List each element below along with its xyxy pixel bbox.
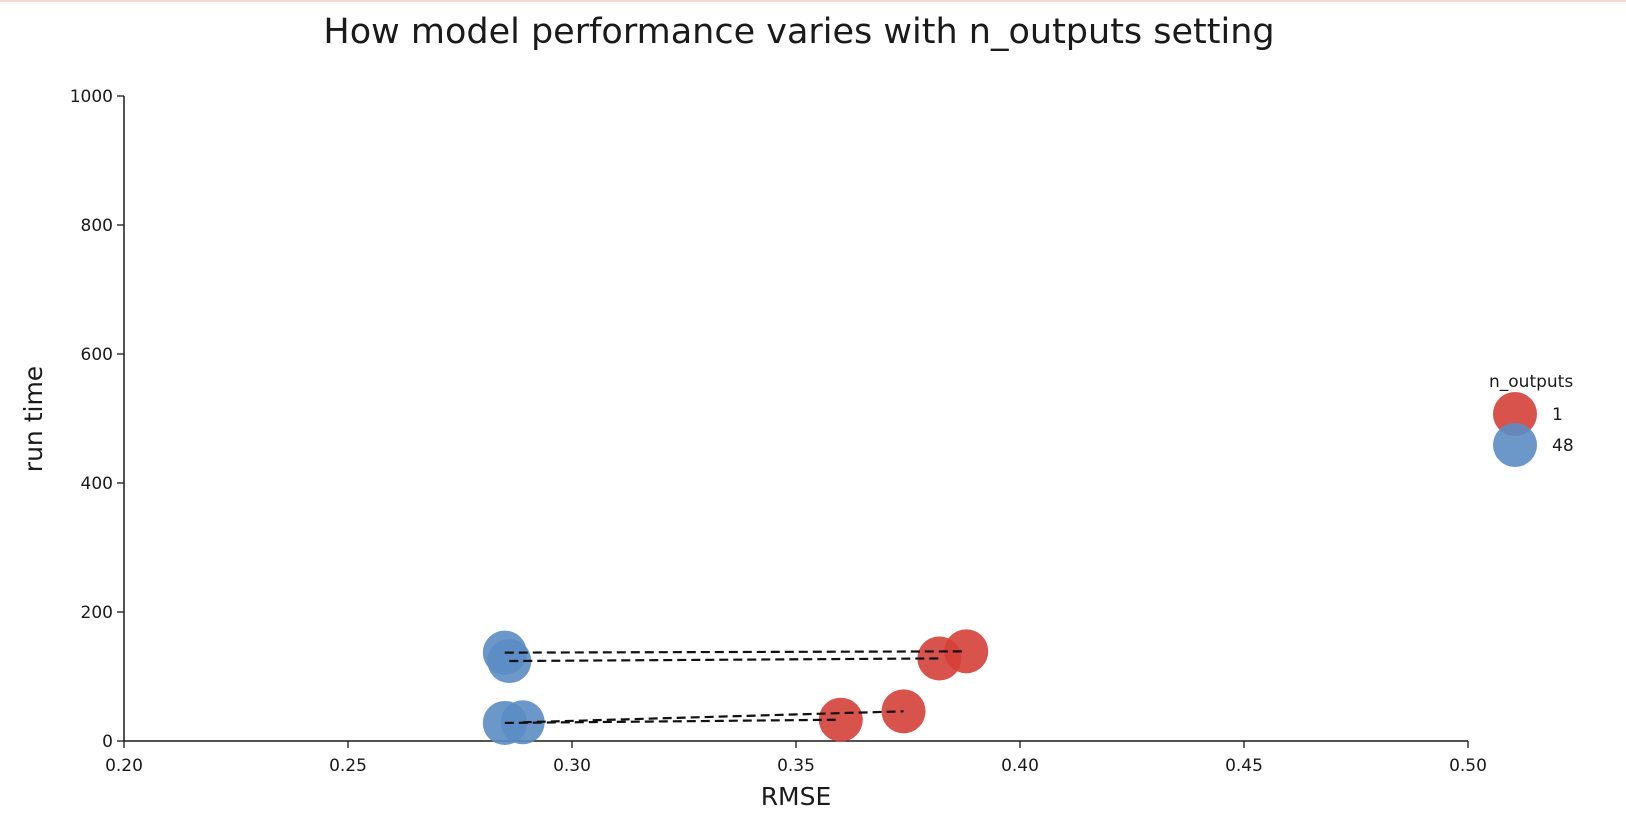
x-tick-label: 0.20 [105, 756, 143, 776]
connector-line [504, 650, 967, 654]
y-tick-label: 0 [102, 732, 113, 752]
chart-title: How model performance varies with n_outp… [323, 12, 1274, 52]
legend-title: n_outputs [1489, 372, 1573, 392]
connector-line [509, 657, 940, 663]
legend-swatch-48 [1493, 423, 1537, 467]
scatter-markers [482, 629, 989, 745]
legend-label-48: 48 [1552, 436, 1574, 456]
y-tick-label: 1000 [70, 87, 113, 107]
y-axis-ticks: 0 200 400 600 800 1000 [70, 87, 124, 752]
y-axis-label: run time [19, 366, 48, 472]
top-border-line [0, 0, 1626, 2]
x-tick-label: 0.40 [1001, 756, 1039, 776]
y-tick-label: 600 [81, 345, 113, 365]
x-tick-label: 0.45 [1225, 756, 1263, 776]
data-point-1 [917, 636, 962, 681]
y-tick-label: 400 [81, 474, 113, 494]
y-tick-label: 800 [81, 216, 113, 236]
x-tick-label: 0.35 [777, 756, 815, 776]
x-axis-label: RMSE [761, 782, 832, 811]
legend-swatch-1 [1493, 392, 1537, 436]
connector-lines [504, 650, 967, 725]
connector-line [504, 718, 841, 725]
connector-line [522, 710, 904, 724]
legend: n_outputs 1 48 [1489, 372, 1574, 467]
x-tick-label: 0.50 [1449, 756, 1487, 776]
legend-label-1: 1 [1552, 405, 1563, 425]
x-axis-ticks: 0.20 0.25 0.30 0.35 0.40 0.45 0.50 [105, 741, 1487, 776]
x-tick-label: 0.25 [329, 756, 367, 776]
y-tick-label: 200 [81, 603, 113, 623]
x-tick-label: 0.30 [553, 756, 591, 776]
